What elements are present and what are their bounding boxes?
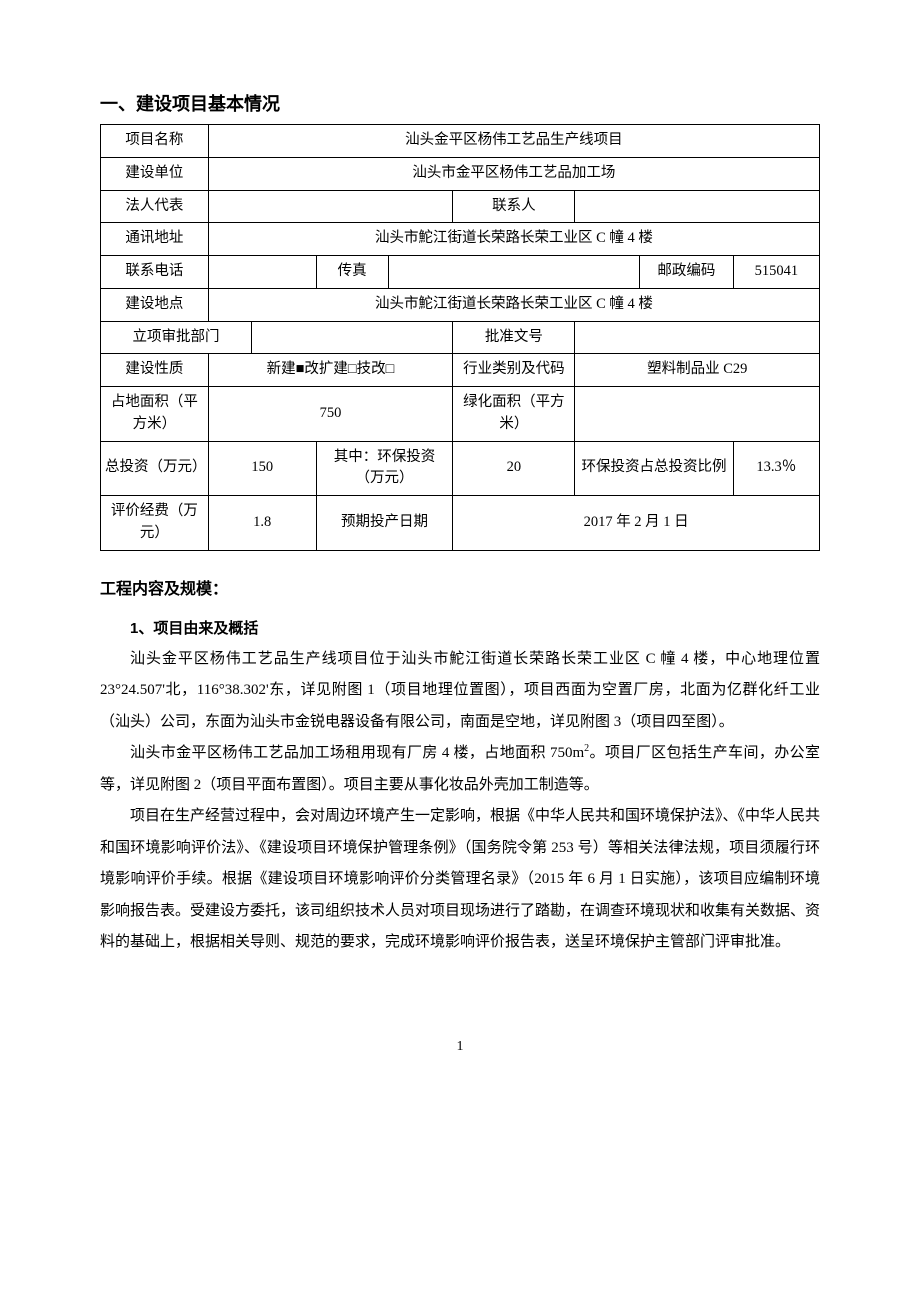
cell-value: 20: [453, 441, 575, 496]
cell-value: 515041: [733, 256, 819, 289]
table-row: 立项审批部门 批准文号: [101, 321, 820, 354]
cell-label: 总投资（万元）: [101, 441, 209, 496]
cell-label: 绿化面积（平方米）: [453, 387, 575, 442]
paragraph: 项目在生产经营过程中，会对周边环境产生一定影响，根据《中华人民共和国环境保护法》…: [100, 801, 820, 959]
cell-value: [208, 256, 316, 289]
cell-value: 1.8: [208, 496, 316, 551]
cell-label: 联系电话: [101, 256, 209, 289]
paragraph: 汕头金平区杨伟工艺品生产线项目位于汕头市鮀江街道长荣路长荣工业区 C 幢 4 楼…: [100, 644, 820, 739]
cell-label: 环保投资占总投资比例: [575, 441, 733, 496]
cell-value: [251, 321, 452, 354]
cell-value: 新建■改扩建□技改□: [208, 354, 452, 387]
cell-value: [575, 387, 820, 442]
table-row: 总投资（万元） 150 其中：环保投资（万元） 20 环保投资占总投资比例 13…: [101, 441, 820, 496]
cell-label: 通讯地址: [101, 223, 209, 256]
cell-value: 塑料制品业 C29: [575, 354, 820, 387]
paragraph: 汕头市金平区杨伟工艺品加工场租用现有厂房 4 楼，占地面积 750m2。项目厂区…: [100, 738, 820, 801]
cell-label: 立项审批部门: [101, 321, 252, 354]
basic-info-table: 项目名称 汕头金平区杨伟工艺品生产线项目 建设单位 汕头市金平区杨伟工艺品加工场…: [100, 124, 820, 551]
cell-label: 建设单位: [101, 157, 209, 190]
cell-value: 150: [208, 441, 316, 496]
cell-label: 传真: [316, 256, 388, 289]
cell-value: [388, 256, 640, 289]
cell-value: 750: [208, 387, 452, 442]
cell-label: 建设地点: [101, 288, 209, 321]
cell-label: 项目名称: [101, 125, 209, 158]
cell-label: 占地面积（平方米）: [101, 387, 209, 442]
table-row: 建设单位 汕头市金平区杨伟工艺品加工场: [101, 157, 820, 190]
cell-label: 预期投产日期: [316, 496, 453, 551]
cell-label: 联系人: [453, 190, 575, 223]
cell-value: [208, 190, 452, 223]
table-row: 项目名称 汕头金平区杨伟工艺品生产线项目: [101, 125, 820, 158]
table-row: 建设性质 新建■改扩建□技改□ 行业类别及代码 塑料制品业 C29: [101, 354, 820, 387]
table-row: 通讯地址 汕头市鮀江街道长荣路长荣工业区 C 幢 4 楼: [101, 223, 820, 256]
content-subtitle: 工程内容及规模：: [100, 575, 820, 599]
cell-label: 行业类别及代码: [453, 354, 575, 387]
cell-label: 评价经费（万元）: [101, 496, 209, 551]
cell-value: [575, 190, 820, 223]
table-row: 法人代表 联系人: [101, 190, 820, 223]
cell-label: 其中：环保投资（万元）: [316, 441, 453, 496]
cell-value: 汕头市鮀江街道长荣路长荣工业区 C 幢 4 楼: [208, 223, 819, 256]
table-row: 评价经费（万元） 1.8 预期投产日期 2017 年 2 月 1 日: [101, 496, 820, 551]
cell-label: 法人代表: [101, 190, 209, 223]
section-title: 一、建设项目基本情况: [100, 90, 820, 116]
table-row: 建设地点 汕头市鮀江街道长荣路长荣工业区 C 幢 4 楼: [101, 288, 820, 321]
table-row: 占地面积（平方米） 750 绿化面积（平方米）: [101, 387, 820, 442]
paragraph-text: 汕头市金平区杨伟工艺品加工场租用现有厂房 4 楼，占地面积 750m: [130, 745, 584, 761]
cell-value: [575, 321, 820, 354]
cell-label: 邮政编码: [640, 256, 733, 289]
table-row: 联系电话 传真 邮政编码 515041: [101, 256, 820, 289]
cell-value: 13.3％: [733, 441, 819, 496]
cell-value: 汕头市金平区杨伟工艺品加工场: [208, 157, 819, 190]
page-number: 1: [100, 1039, 820, 1055]
cell-label: 建设性质: [101, 354, 209, 387]
cell-value: 2017 年 2 月 1 日: [453, 496, 820, 551]
cell-value: 汕头市鮀江街道长荣路长荣工业区 C 幢 4 楼: [208, 288, 819, 321]
cell-value: 汕头金平区杨伟工艺品生产线项目: [208, 125, 819, 158]
paragraph-heading: 1、项目由来及概括: [100, 617, 820, 638]
cell-label: 批准文号: [453, 321, 575, 354]
